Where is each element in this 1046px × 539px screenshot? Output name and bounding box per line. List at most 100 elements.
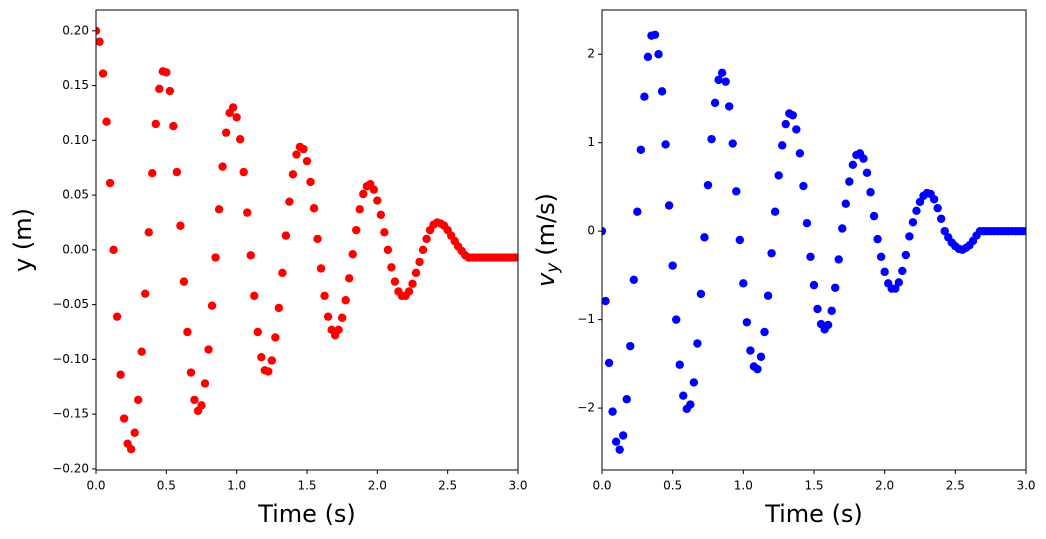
data-point <box>866 188 875 197</box>
data-point <box>1021 226 1026 236</box>
data-point <box>408 279 417 289</box>
data-point <box>264 367 273 376</box>
data-point <box>200 379 210 388</box>
data-point <box>292 150 301 159</box>
data-point <box>105 178 115 188</box>
data-point <box>211 253 220 262</box>
data-point <box>898 266 907 276</box>
x-tick-label: 2.5 <box>438 479 457 493</box>
data-point <box>778 141 787 150</box>
y-tick-label: 0.00 <box>62 242 89 256</box>
x-tick-label: 1.5 <box>804 479 823 493</box>
data-point <box>894 278 903 287</box>
data-point <box>281 231 291 240</box>
data-point <box>302 156 312 166</box>
data-point <box>838 224 847 233</box>
data-point <box>126 444 136 454</box>
y-tick-label: 2 <box>587 47 595 61</box>
data-point <box>513 253 518 262</box>
data-point <box>728 139 737 148</box>
data-point <box>915 197 925 207</box>
data-point <box>267 356 277 365</box>
data-point <box>929 195 939 204</box>
data-point <box>341 296 350 305</box>
data-point <box>214 205 224 214</box>
data-point <box>869 211 879 221</box>
x-tick-label: 1.0 <box>227 479 246 493</box>
data-point <box>162 68 171 77</box>
data-point <box>119 414 129 423</box>
data-point <box>654 50 663 59</box>
data-point <box>98 69 108 78</box>
data-point <box>130 428 139 437</box>
data-point <box>809 280 819 290</box>
y-tick-label: −1 <box>577 312 595 326</box>
data-point <box>781 119 790 129</box>
data-point <box>668 261 677 270</box>
y-tick-label: −0.20 <box>52 461 89 475</box>
data-point <box>383 245 393 255</box>
data-point <box>288 170 298 179</box>
x-tick-label: 1.0 <box>734 479 753 493</box>
data-point <box>725 102 734 111</box>
data-point <box>636 145 646 154</box>
data-point <box>650 30 660 39</box>
data-point <box>937 214 946 223</box>
data-point <box>901 250 911 260</box>
data-point <box>345 274 354 283</box>
data-point <box>696 289 706 299</box>
x-tick-label: 2.0 <box>875 479 894 493</box>
data-point <box>316 264 326 273</box>
data-point <box>169 121 178 131</box>
data-point <box>96 26 101 36</box>
data-point <box>271 333 280 342</box>
data-point <box>313 234 322 244</box>
data-point <box>746 346 755 355</box>
data-point <box>334 325 343 335</box>
data-point <box>148 168 157 178</box>
data-point <box>756 352 766 361</box>
y-tick-label: 1 <box>587 135 595 149</box>
data-point <box>767 249 776 258</box>
y-label-symbol: v <box>532 272 560 287</box>
data-point <box>672 315 681 324</box>
data-point <box>134 395 143 405</box>
data-point <box>250 291 259 301</box>
data-point <box>862 168 872 177</box>
y-tick-label: 0.15 <box>62 78 89 92</box>
data-point <box>619 431 628 440</box>
data-point <box>172 167 182 177</box>
data-point <box>643 52 653 62</box>
x-tick-label: 3.0 <box>1016 479 1035 493</box>
data-point <box>112 312 122 321</box>
data-point <box>795 149 805 158</box>
y-axis-label: vy (m/s) <box>532 193 563 287</box>
data-point <box>859 154 868 163</box>
data-point <box>703 180 713 190</box>
data-point <box>404 287 414 296</box>
data-point <box>806 252 815 262</box>
data-point <box>602 296 610 306</box>
data-point <box>155 84 164 94</box>
data-point <box>390 277 400 286</box>
data-point <box>359 189 368 199</box>
data-point <box>792 125 801 134</box>
data-point <box>218 162 227 171</box>
data-point <box>190 395 199 405</box>
y-label-unit: (m/s) <box>532 193 560 256</box>
data-point <box>228 103 238 112</box>
data-point <box>813 304 822 314</box>
y-axis-label: y (m) <box>9 208 37 272</box>
data-point <box>880 267 889 277</box>
data-point <box>337 313 347 322</box>
data-point <box>629 275 638 285</box>
data-point <box>615 445 624 454</box>
data-point <box>320 291 329 301</box>
data-point <box>873 234 882 244</box>
y-tick-label: −0.15 <box>52 407 89 421</box>
data-point <box>96 37 104 46</box>
x-axis-label: Time (s) <box>764 500 863 528</box>
data-point <box>352 225 361 235</box>
points <box>602 30 1026 454</box>
